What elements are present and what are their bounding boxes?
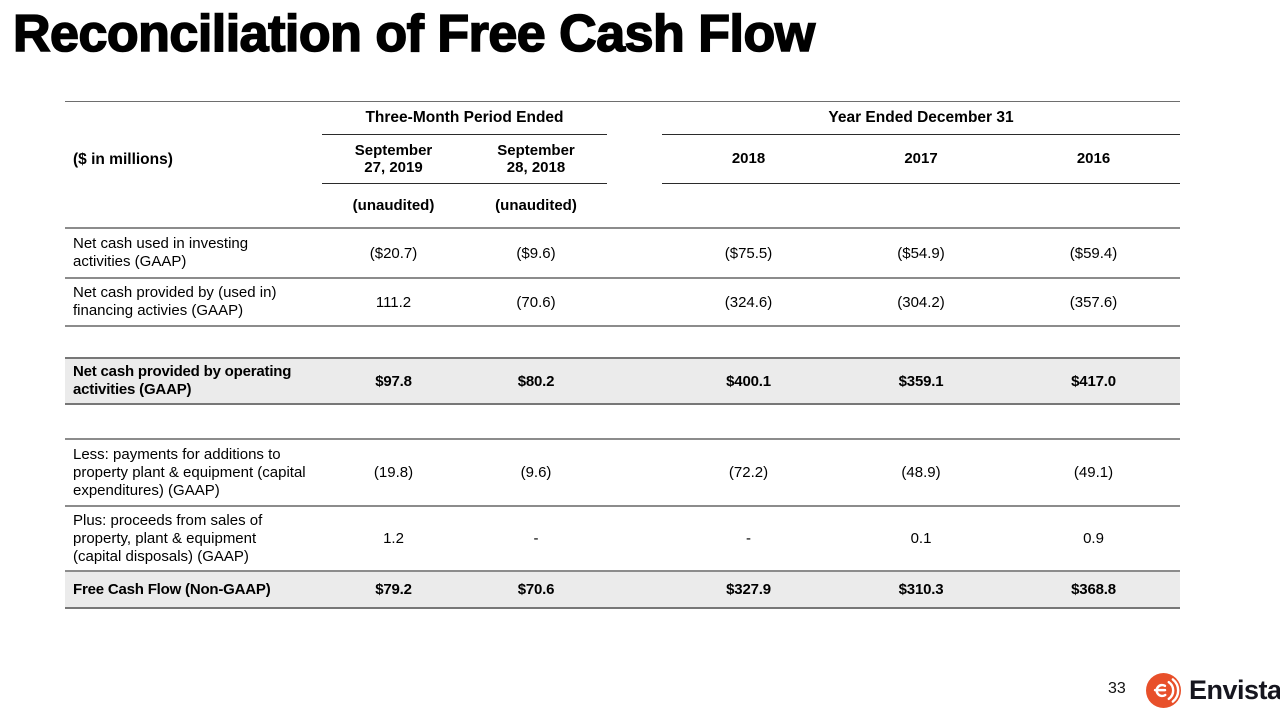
units-label: ($ in millions): [73, 150, 173, 168]
table-row-capex: Less: payments for additions to property…: [65, 438, 1180, 507]
cell-value: $310.3: [898, 581, 944, 598]
cell-value: (19.8): [373, 464, 414, 481]
group-header-three-month: Three-Month Period Ended: [322, 102, 607, 135]
cell-value: 0.9: [1083, 530, 1104, 547]
cell-value: (72.2): [728, 464, 769, 481]
row-label: Plus: proceeds from sales of property, p…: [73, 511, 263, 565]
row-label: Net cash provided by operating activitie…: [73, 363, 292, 398]
column-header: 2018: [731, 150, 766, 168]
spacer-row: [65, 327, 1180, 357]
cell-value: (304.2): [897, 293, 945, 311]
cell-value: (49.1): [1073, 464, 1114, 481]
row-label: Less: payments for additions to property…: [73, 445, 306, 499]
table-row-free-cash-flow: Free Cash Flow (Non-GAAP) $79.2 $70.6 $3…: [65, 572, 1180, 609]
envista-logo-icon: [1146, 673, 1181, 708]
cell-value: $368.8: [1071, 581, 1116, 598]
cell-value: ($20.7): [369, 244, 418, 262]
column-header: September 28, 2018: [497, 141, 575, 176]
cell-value: 111.2: [375, 293, 412, 311]
cell-value: $417.0: [1071, 372, 1116, 390]
unaudited-note: (unaudited): [495, 197, 577, 214]
row-label: Net cash provided by (used in) financing…: [73, 284, 277, 319]
three-month-columns: September 27, 2019 September 28, 2018: [322, 135, 607, 184]
cell-value: $97.8: [375, 372, 412, 390]
table-header-columns: ($ in millions) September 27, 2019 Septe…: [65, 135, 1180, 184]
cell-value: ($54.9): [897, 244, 945, 262]
table-row-financing: Net cash provided by (used in) financing…: [65, 277, 1180, 327]
cell-value: $359.1: [898, 372, 944, 390]
cell-value: $70.6: [517, 581, 555, 598]
group-header-year-ended: Year Ended December 31: [662, 102, 1180, 135]
table-row-investing: Net cash used in investing activities (G…: [65, 227, 1180, 277]
column-header: 2017: [904, 150, 938, 168]
table-header-notes: (unaudited) (unaudited): [65, 184, 1180, 227]
cell-value: (70.6): [516, 293, 556, 311]
cell-value: ($75.5): [724, 244, 773, 262]
cell-value: (324.6): [724, 293, 773, 311]
cell-value: -: [746, 530, 751, 547]
envista-logo: Envista: [1146, 673, 1280, 708]
column-header: 2016: [1076, 150, 1111, 168]
cell-value: (48.9): [901, 464, 941, 481]
cell-value: ($9.6): [516, 244, 556, 262]
cell-value: 0.1: [910, 530, 932, 547]
row-label: Net cash used in investing activities (G…: [73, 235, 249, 270]
cell-value: $79.2: [375, 581, 412, 598]
unaudited-note: (unaudited): [352, 197, 435, 214]
cell-value: $400.1: [726, 372, 771, 390]
cell-value: (357.6): [1069, 293, 1118, 311]
cell-value: (9.6): [520, 464, 552, 481]
spacer-row: [65, 405, 1180, 438]
page-title: Reconciliation of Free Cash Flow: [12, 4, 816, 64]
table-row-operating: Net cash provided by operating activitie…: [65, 357, 1180, 405]
cell-value: -: [533, 530, 539, 547]
reconciliation-table: Three-Month Period Ended Year Ended Dece…: [65, 101, 1180, 609]
table-row-disposals: Plus: proceeds from sales of property, p…: [65, 507, 1180, 572]
table-header-groups: Three-Month Period Ended Year Ended Dece…: [65, 102, 1180, 135]
cell-value: 1.2: [383, 530, 404, 547]
row-label: Free Cash Flow (Non-GAAP): [73, 580, 271, 598]
cell-value: ($59.4): [1069, 244, 1118, 262]
cell-value: $80.2: [517, 372, 555, 390]
envista-wordmark: Envista: [1189, 675, 1280, 705]
cell-value: $327.9: [726, 581, 771, 598]
column-header: September 27, 2019: [354, 141, 433, 176]
page-number: 33: [1108, 680, 1126, 697]
year-columns: 2018 2017 2016: [662, 135, 1180, 184]
